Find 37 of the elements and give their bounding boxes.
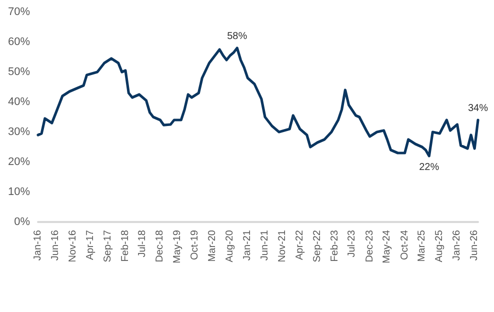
x-tick-label: Feb-23 (330, 230, 341, 262)
annotation: 58% (227, 31, 248, 42)
x-tick-label: Apr-17 (84, 230, 96, 260)
x-tick-label: Sep-17 (102, 230, 114, 262)
x-tick-label: Sep-22 (312, 230, 323, 262)
y-tick-label: 60% (8, 36, 30, 48)
y-tick-label: 0% (14, 216, 30, 228)
x-tick-label: Jun-21 (260, 230, 270, 261)
x-tick-label: Jun-16 (50, 230, 61, 261)
x-tick-label: Mar-20 (207, 230, 218, 262)
x-tick-label: Jul-23 (346, 230, 358, 258)
x-tick-label: May-24 (382, 230, 393, 264)
x-tick-label: Aug-25 (434, 230, 446, 262)
x-tick-label: Jan-26 (452, 230, 463, 261)
x-tick-label: Jan-16 (32, 230, 44, 261)
annotation: 34% (468, 103, 488, 114)
y-tick-label: 30% (8, 126, 30, 138)
x-tick-label: Nov-21 (277, 230, 288, 262)
y-tick-label: 10% (8, 186, 30, 198)
y-tick-label: 40% (8, 96, 30, 108)
x-tick-label: Jun-26 (469, 230, 480, 261)
x-tick-label: May-19 (172, 230, 184, 264)
x-tick-label: Dec-18 (154, 230, 166, 262)
annotation: 22% (419, 162, 440, 173)
y-tick-label: 50% (8, 66, 30, 78)
x-tick-label: Mar-25 (416, 230, 428, 262)
x-tick-label: Feb-18 (120, 230, 131, 262)
x-tick-label: Jul-18 (137, 230, 148, 258)
x-tick-label: Aug-20 (224, 230, 236, 262)
x-tick-label: Dec-23 (364, 230, 376, 262)
x-tick-label: Oct-19 (190, 230, 201, 260)
x-tick-label: Apr-22 (294, 230, 306, 260)
y-tick-label: 70% (8, 6, 30, 18)
x-tick-label: Nov-16 (68, 230, 79, 262)
x-tick-label: Oct-24 (399, 230, 410, 260)
x-tick-label: Jan-21 (242, 230, 254, 261)
y-tick-label: 20% (8, 156, 30, 168)
